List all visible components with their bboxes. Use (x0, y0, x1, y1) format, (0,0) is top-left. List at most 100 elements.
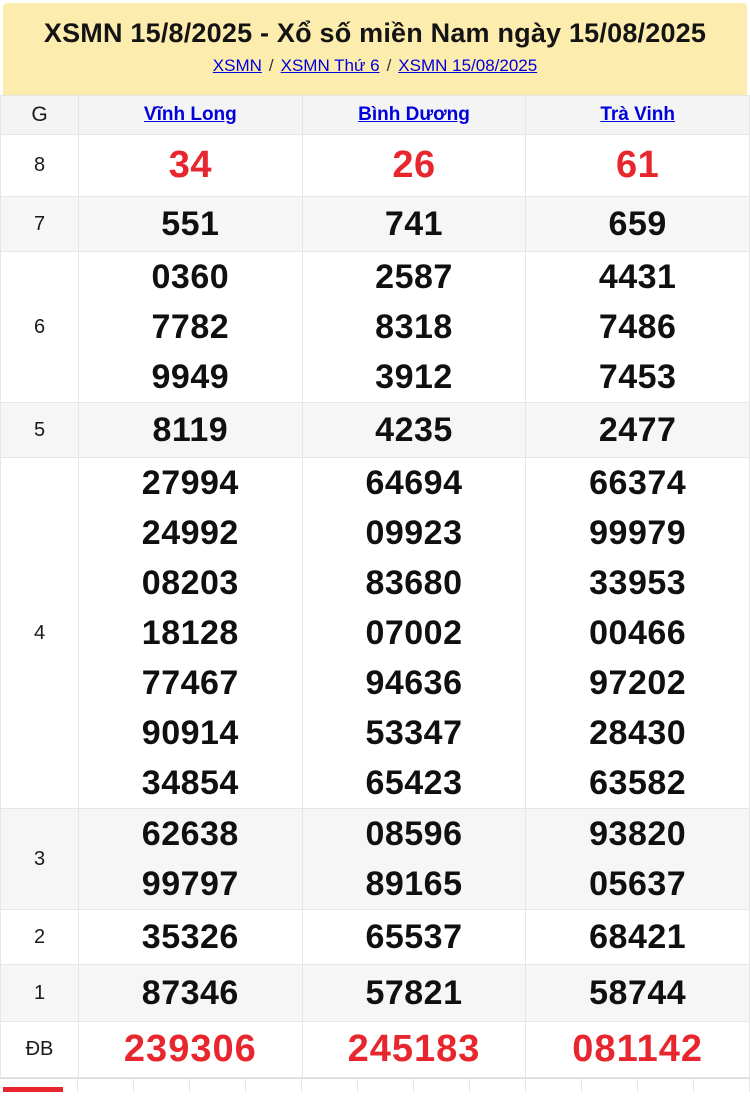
prize-row: ĐB 239306 245183 081142 (0, 1021, 750, 1078)
prize-number: 83680 (365, 564, 463, 602)
prize-number: 27994 (141, 464, 239, 502)
prize-number: 245183 (347, 1028, 481, 1070)
prize-cell: 57821 (301, 964, 527, 1022)
prize-number: 63582 (589, 764, 687, 802)
prize-number: 99979 (589, 514, 687, 552)
prize-number: 05637 (589, 865, 687, 903)
partial-cell (302, 1079, 358, 1092)
prize-number: 4431 (598, 258, 677, 296)
prize-number: 94636 (365, 664, 463, 702)
province-column-link[interactable]: Bình Dương (358, 104, 470, 125)
prize-cell: 68421 (525, 909, 750, 965)
prize-number: 26 (392, 144, 436, 186)
page-header: XSMN 15/8/2025 - Xổ số miền Nam ngày 15/… (3, 3, 747, 95)
prize-number: 9949 (151, 358, 230, 396)
prize-cell: 08596 89165 (301, 808, 527, 910)
prize-number: 53347 (365, 714, 463, 752)
prize-number: 24992 (141, 514, 239, 552)
province-column-link[interactable]: Vĩnh Long (143, 104, 237, 125)
prize-number: 28430 (589, 714, 687, 752)
prize-number: 7453 (598, 358, 677, 396)
prize-cell: 93820 05637 (525, 808, 750, 910)
prize-row: 4 27994 24992 08203 18128 77467 90914 34854 6469… (0, 457, 750, 809)
prize-number: 09923 (365, 514, 463, 552)
prize-cell: 87346 (78, 964, 303, 1022)
prize-cell: 8119 (78, 402, 303, 458)
prize-number: 2587 (375, 258, 453, 296)
province-column: Trà Vinh (525, 95, 750, 135)
prize-number: 97202 (589, 664, 687, 702)
prize-label: 1 (0, 964, 79, 1022)
prize-number: 7486 (598, 308, 677, 346)
prize-row: 6 0360 7782 9949 2587 8318 3912 4431 7486 7453 (0, 251, 750, 403)
prize-cell: 4431 7486 7453 (525, 251, 750, 403)
prize-number: 87346 (141, 974, 239, 1012)
prize-number: 0360 (151, 258, 230, 296)
prize-number: 239306 (123, 1028, 257, 1070)
prize-number: 7782 (151, 308, 230, 346)
prize-number: 77467 (141, 664, 239, 702)
prize-number: 64694 (365, 464, 463, 502)
prize-cell: 58744 (525, 964, 750, 1022)
prize-cell: 35326 (78, 909, 303, 965)
prize-cell: 081142 (525, 1021, 750, 1078)
province-column: Vĩnh Long (78, 95, 303, 135)
prize-number: 57821 (365, 974, 463, 1012)
prize-label: 4 (0, 457, 79, 809)
prize-number: 8119 (152, 411, 229, 449)
prize-cell: 245183 (301, 1021, 527, 1078)
prize-number: 8318 (375, 308, 453, 346)
prize-cell: 61 (525, 134, 750, 197)
prize-row: 1 87346 57821 58744 (0, 964, 750, 1022)
province-column-link[interactable]: Trà Vinh (600, 104, 675, 125)
prize-label: 5 (0, 402, 79, 458)
prize-number: 07002 (365, 614, 463, 652)
prize-number: 2477 (598, 411, 677, 449)
prize-row: 7 551 741 659 (0, 196, 750, 252)
page-title: XSMN 15/8/2025 - Xổ số miền Nam ngày 15/… (43, 18, 707, 48)
prize-cell: 2477 (525, 402, 750, 458)
prize-number: 081142 (572, 1028, 704, 1070)
partial-cell (0, 1079, 78, 1092)
breadcrumb-link[interactable]: XSMN (212, 56, 262, 75)
partial-cell (358, 1079, 414, 1092)
partial-cell (190, 1079, 246, 1092)
table-header-row: G Vĩnh Long Bình Dương Trà Vinh (0, 95, 750, 135)
breadcrumb-separator: / (386, 56, 392, 75)
prize-cell: 27994 24992 08203 18128 77467 90914 34854 (78, 457, 303, 809)
prize-number: 99797 (141, 865, 239, 903)
partial-cell (694, 1079, 750, 1092)
prize-number: 33953 (589, 564, 687, 602)
prize-number: 90914 (141, 714, 239, 752)
prize-cell: 62638 99797 (78, 808, 303, 910)
prize-label: ĐB (0, 1021, 79, 1078)
prize-number: 68421 (589, 918, 687, 956)
prize-number: 65423 (365, 764, 463, 802)
prize-row: 3 62638 99797 08596 89165 93820 05637 (0, 808, 750, 910)
breadcrumb-separator: / (268, 56, 274, 75)
prize-number: 659 (608, 205, 667, 243)
prize-row: 2 35326 65537 68421 (0, 909, 750, 965)
prize-cell: 64694 09923 83680 07002 94636 53347 65423 (301, 457, 527, 809)
partial-cell (246, 1079, 302, 1092)
prize-number: 89165 (365, 865, 463, 903)
prize-row: 5 8119 4235 2477 (0, 402, 750, 458)
prize-number: 34 (168, 144, 212, 186)
prize-cell: 66374 99979 33953 00466 97202 28430 63582 (525, 457, 750, 809)
breadcrumb-link[interactable]: XSMN 15/08/2025 (398, 56, 538, 75)
prize-label: 7 (0, 196, 79, 252)
prize-number: 35326 (141, 918, 239, 956)
prize-label: 8 (0, 134, 79, 197)
prize-label: 6 (0, 251, 79, 403)
prize-number: 93820 (589, 815, 687, 853)
red-tab-indicator (3, 1087, 63, 1092)
results-table: G Vĩnh Long Bình Dương Trà Vinh 8 34 26 61 7 55… (0, 95, 750, 1078)
prize-number: 08203 (141, 564, 239, 602)
prize-cell: 65537 (301, 909, 527, 965)
breadcrumb-link[interactable]: XSMN Thứ 6 (280, 56, 380, 75)
prize-cell: 26 (301, 134, 527, 197)
prize-number: 62638 (141, 815, 239, 853)
prize-label: 2 (0, 909, 79, 965)
breadcrumb: XSMN / XSMN Thứ 6 / XSMN 15/08/2025 (3, 56, 747, 76)
prize-label: 3 (0, 808, 79, 910)
